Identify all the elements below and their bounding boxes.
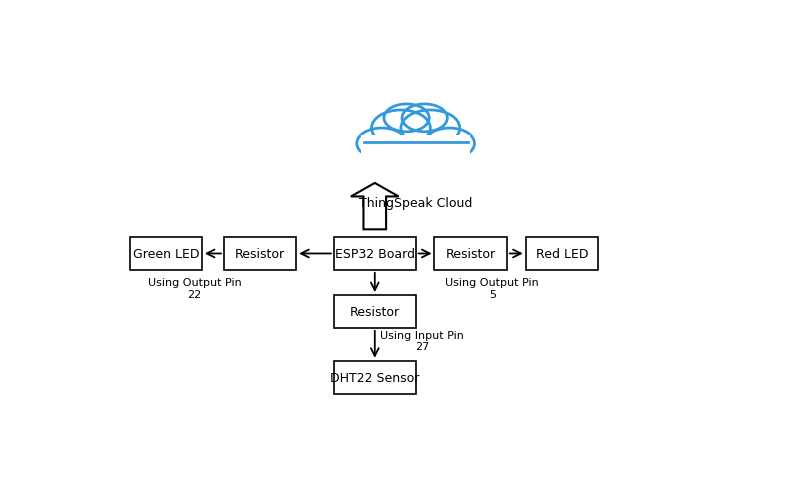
Text: Resistor: Resistor	[235, 247, 285, 261]
Text: ESP32 Board: ESP32 Board	[335, 247, 414, 261]
Text: Resistor: Resistor	[350, 305, 400, 318]
Bar	[224, 237, 296, 271]
Bar	[334, 361, 416, 394]
Text: Using Output Pin
22: Using Output Pin 22	[148, 278, 241, 299]
Bar	[334, 237, 416, 271]
Circle shape	[371, 111, 431, 147]
Polygon shape	[351, 183, 399, 230]
Circle shape	[384, 105, 429, 132]
Text: Using Output Pin
5: Using Output Pin 5	[445, 278, 539, 299]
Text: Using Input Pin
27: Using Input Pin 27	[380, 330, 464, 352]
Text: Red LED: Red LED	[535, 247, 588, 261]
Circle shape	[402, 105, 448, 132]
Text: ThingSpeak Cloud: ThingSpeak Cloud	[359, 197, 472, 210]
Circle shape	[401, 111, 460, 147]
Bar	[526, 237, 598, 271]
Text: Green LED: Green LED	[132, 247, 199, 261]
Text: DHT22 Sensor: DHT22 Sensor	[330, 371, 419, 384]
Bar	[435, 237, 507, 271]
Bar	[362, 136, 470, 161]
Text: Resistor: Resistor	[445, 247, 496, 261]
Circle shape	[357, 129, 406, 159]
Bar	[130, 237, 202, 271]
Circle shape	[425, 129, 474, 159]
Bar	[334, 296, 416, 328]
